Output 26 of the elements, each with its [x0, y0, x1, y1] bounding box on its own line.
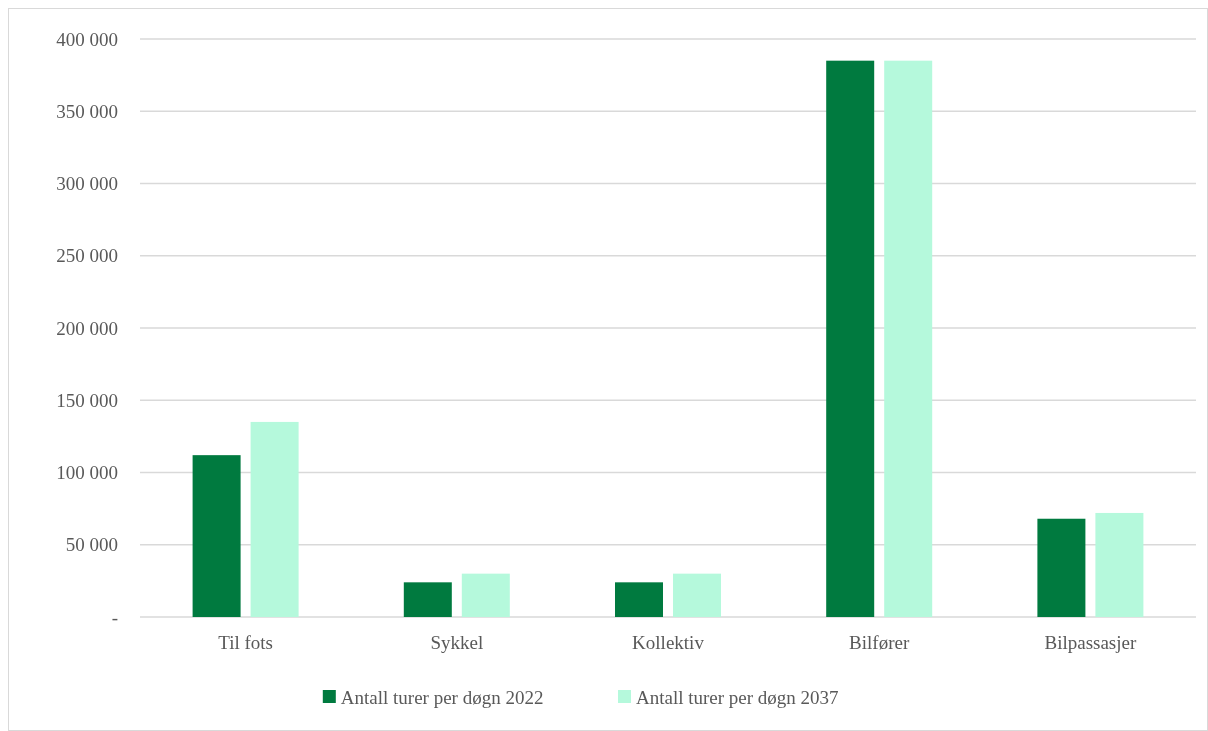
bar: [403, 582, 452, 617]
y-tick-label: 100 000: [56, 462, 118, 484]
x-tick-label: Kollektiv: [632, 632, 705, 653]
bar: [250, 421, 299, 617]
legend-label: Antall turer per døgn 2022: [340, 686, 544, 708]
y-tick-label: 50 000: [65, 534, 118, 556]
bar: [461, 573, 510, 617]
y-tick-label: 250 000: [56, 245, 118, 267]
bar: [615, 582, 663, 617]
bar: [673, 573, 721, 617]
bar: [1095, 512, 1144, 617]
bar: [192, 455, 241, 617]
bar: [1037, 518, 1086, 617]
y-tick-label: 150 000: [56, 389, 118, 411]
y-tick-label: 350 000: [56, 100, 118, 122]
x-tick-label: Til fots: [218, 632, 273, 653]
x-tick-label: Sykkel: [430, 632, 484, 653]
bar: [826, 60, 875, 617]
y-tick-label: 200 000: [56, 317, 118, 339]
y-tick-label: -: [111, 606, 118, 628]
bar: [884, 60, 933, 617]
legend-label: Antall turer per døgn 2037: [636, 686, 839, 708]
x-tick-label: Bilfører: [849, 632, 910, 653]
y-tick-label: 300 000: [56, 173, 118, 195]
x-tick-label: Bilpassasjer: [1044, 632, 1137, 653]
y-tick-label: 400 000: [56, 28, 118, 50]
